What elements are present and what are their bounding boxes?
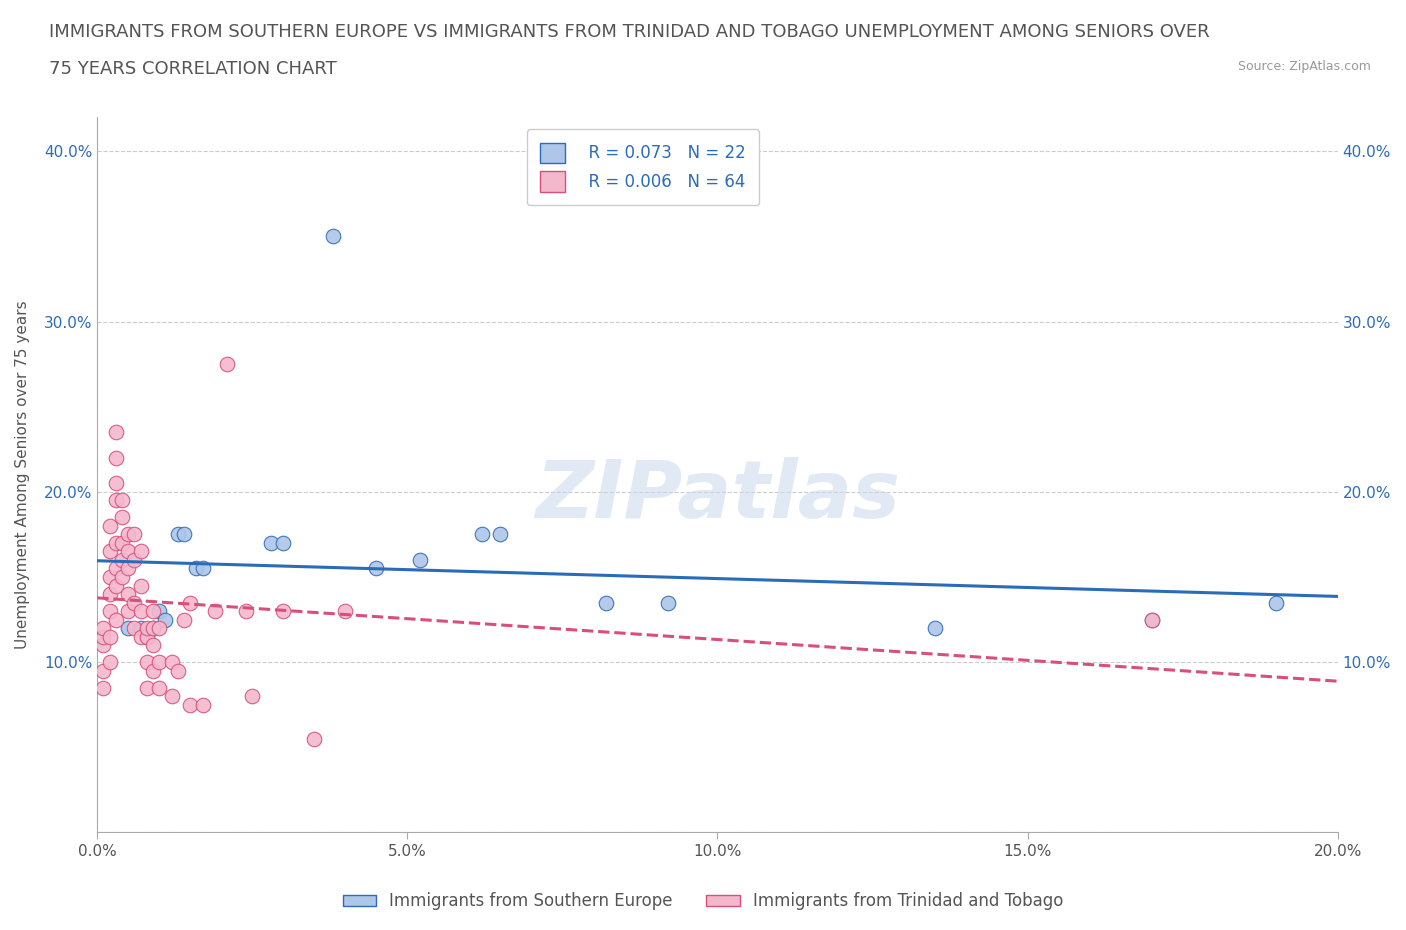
Point [322,229,344,244]
Point [142,604,165,618]
Point [271,604,294,618]
Point [98,569,121,584]
Point [129,544,152,559]
Point [129,630,152,644]
Point [235,604,257,618]
Point [104,425,127,440]
Point [135,630,157,644]
Point [117,604,139,618]
Point [117,527,139,542]
Point [111,552,134,567]
Point [155,612,177,627]
Point [148,620,170,635]
Point [93,663,115,678]
Point [167,663,190,678]
Point [98,544,121,559]
Point [135,655,157,670]
Point [135,620,157,635]
Point [93,680,115,695]
Point [124,595,146,610]
Point [135,680,157,695]
Point [1264,595,1286,610]
Point [117,587,139,602]
Point [98,630,121,644]
Point [104,536,127,551]
Point [1140,612,1163,627]
Point [179,698,201,712]
Point [148,680,170,695]
Point [366,561,388,576]
Point [191,698,214,712]
Point [111,536,134,551]
Point [98,604,121,618]
Point [117,620,139,635]
Point [304,731,326,746]
Text: 75 YEARS CORRELATION CHART: 75 YEARS CORRELATION CHART [49,60,337,78]
Point [104,612,127,627]
Point [167,527,190,542]
Point [142,620,165,635]
Point [217,357,239,372]
Point [173,527,195,542]
Legend:   R = 0.073   N = 22,   R = 0.006   N = 64: R = 0.073 N = 22, R = 0.006 N = 64 [527,129,759,205]
Point [409,552,432,567]
Point [1140,612,1163,627]
Point [104,493,127,508]
Point [148,604,170,618]
Point [240,689,263,704]
Point [186,561,208,576]
Text: Source: ZipAtlas.com: Source: ZipAtlas.com [1237,60,1371,73]
Point [93,620,115,635]
Point [142,663,165,678]
Point [124,552,146,567]
Point [129,578,152,593]
Point [117,561,139,576]
Point [595,595,617,610]
Point [271,536,294,551]
Point [104,476,127,491]
Point [260,536,283,551]
Point [111,510,134,525]
Point [471,527,494,542]
Point [135,630,157,644]
Point [98,519,121,534]
Point [98,655,121,670]
Point [335,604,357,618]
Y-axis label: Unemployment Among Seniors over 75 years: Unemployment Among Seniors over 75 years [15,300,30,649]
Point [104,561,127,576]
Point [104,450,127,465]
Point [148,655,170,670]
Point [489,527,512,542]
Point [111,569,134,584]
Point [179,595,201,610]
Point [191,561,214,576]
Point [657,595,679,610]
Point [111,493,134,508]
Point [124,527,146,542]
Point [160,689,183,704]
Point [142,620,165,635]
Point [204,604,226,618]
Point [129,620,152,635]
Point [160,655,183,670]
Point [93,638,115,653]
Point [124,620,146,635]
Point [117,544,139,559]
Point [173,612,195,627]
Point [142,638,165,653]
Text: ZIPatlas: ZIPatlas [534,458,900,536]
Point [98,587,121,602]
Point [924,620,946,635]
Point [93,630,115,644]
Text: IMMIGRANTS FROM SOUTHERN EUROPE VS IMMIGRANTS FROM TRINIDAD AND TOBAGO UNEMPLOYM: IMMIGRANTS FROM SOUTHERN EUROPE VS IMMIG… [49,23,1209,41]
Point [129,604,152,618]
Point [104,578,127,593]
Legend: Immigrants from Southern Europe, Immigrants from Trinidad and Tobago: Immigrants from Southern Europe, Immigra… [336,885,1070,917]
